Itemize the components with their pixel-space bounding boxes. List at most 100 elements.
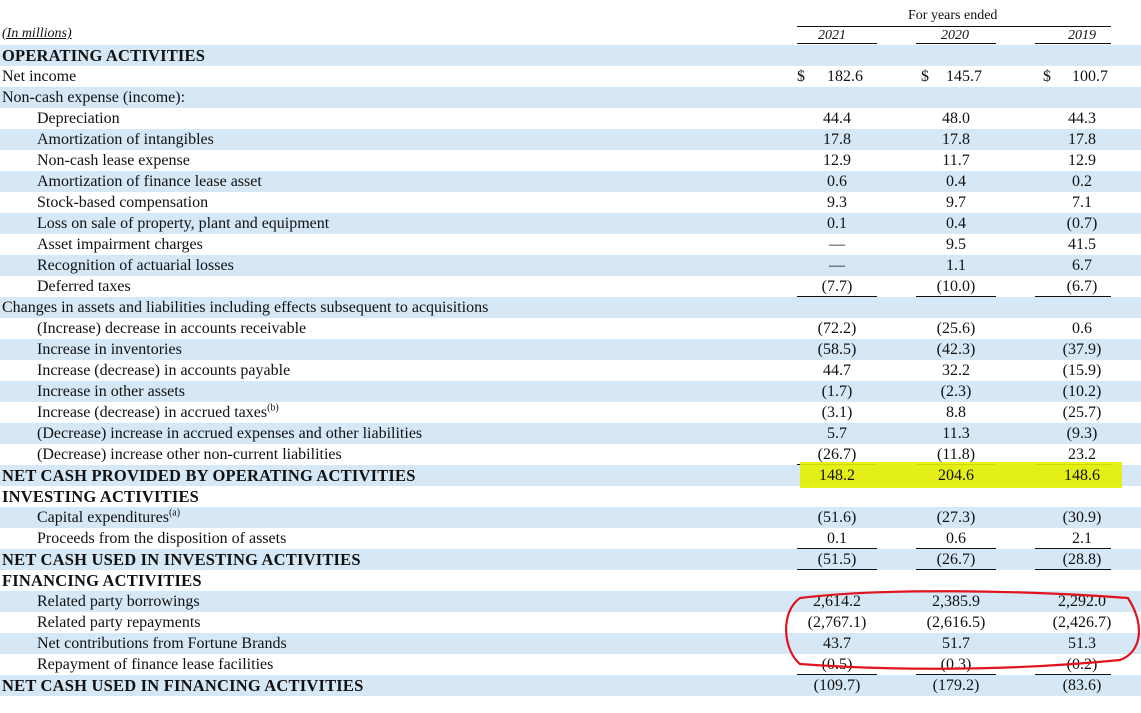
total-rule — [797, 296, 877, 297]
total-rule — [1035, 548, 1111, 549]
total-rule — [916, 296, 996, 297]
value-2019: (0.2) — [1066, 656, 1098, 673]
year-2019-header: 2019 — [1068, 28, 1096, 43]
value-2019: 0.2 — [1072, 173, 1092, 190]
value-2021: — — [829, 236, 845, 253]
year-2020-rule — [916, 43, 996, 44]
value-2020: 145.7 — [946, 68, 982, 85]
value-2019: 2,292.0 — [1058, 593, 1106, 610]
row-label: Loss on sale of property, plant and equi… — [37, 215, 330, 232]
value-2019: 0.6 — [1072, 320, 1092, 337]
value-2020: 204.6 — [938, 467, 974, 484]
statement-row: OPERATING ACTIVITIES — [0, 45, 1141, 66]
row-label: Depreciation — [37, 110, 120, 127]
dollar-sign: $ — [921, 68, 929, 85]
value-2020: (2,616.5) — [926, 614, 986, 631]
value-2020 — [916, 486, 996, 507]
value-2021: 44.7 — [823, 362, 851, 379]
total-rule — [1035, 674, 1111, 675]
row-label: Amortization of finance lease asset — [37, 173, 262, 190]
value-2019: 44.3 — [1068, 110, 1096, 127]
value-2019: (83.6) — [1062, 677, 1102, 694]
value-2021: 0.1 — [827, 215, 847, 232]
value-2020: 1.1 — [946, 257, 966, 274]
value-2019: 6.7 — [1072, 257, 1092, 274]
value-2021: 9.3 — [827, 194, 847, 211]
value-2021: (2,767.1) — [807, 614, 867, 631]
value-2019: 23.2 — [1068, 446, 1096, 463]
value-2021: (26.7) — [817, 446, 857, 463]
value-2019: (28.8) — [1062, 551, 1102, 568]
value-2019 — [1042, 45, 1122, 66]
row-label: (Decrease) increase other non-current li… — [37, 446, 342, 463]
value-2020: (10.0) — [936, 278, 976, 295]
value-2020: 48.0 — [942, 110, 970, 127]
statement-row: Recognition of actuarial losses — 1.1 6.7 — [0, 255, 1141, 276]
row-label: Amortization of intangibles — [37, 131, 214, 148]
value-2020: 8.8 — [946, 404, 966, 421]
value-2021 — [797, 297, 877, 318]
value-2019: 7.1 — [1072, 194, 1092, 211]
row-label: Net contributions from Fortune Brands — [37, 635, 287, 652]
value-2020: (25.6) — [936, 320, 976, 337]
row-label: Repayment of finance lease facilities — [37, 656, 274, 673]
row-label: Related party borrowings — [37, 593, 200, 610]
statement-row: Related party repayments (2,767.1) (2,616.… — [0, 612, 1141, 633]
statement-row: Increase in inventories (58.5) (42.3) (37.9… — [0, 339, 1141, 360]
row-label: NET CASH PROVIDED BY OPERATING ACTIVITIE… — [2, 466, 416, 485]
value-2021: (51.5) — [817, 551, 857, 568]
row-label: Recognition of actuarial losses — [37, 257, 234, 274]
statement-row: Increase in other assets (1.7) (2.3) (10.2) — [0, 381, 1141, 402]
value-2019: 17.8 — [1068, 131, 1096, 148]
total-rule — [916, 674, 996, 675]
statement-row: Amortization of intangibles 17.8 17.8 17.8 — [0, 129, 1141, 150]
value-2019: (2,426.7) — [1052, 614, 1112, 631]
statement-row: Loss on sale of property, plant and equi… — [0, 213, 1141, 234]
value-2021 — [797, 45, 877, 66]
row-label: Related party repayments — [37, 614, 201, 631]
value-2021: 0.1 — [827, 530, 847, 547]
footnote-marker: (b) — [267, 402, 279, 414]
value-2020: 32.2 — [942, 362, 970, 379]
statement-row: (Decrease) increase other non-current li… — [0, 444, 1141, 465]
value-2019: 100.7 — [1072, 68, 1108, 85]
value-2021: (109.7) — [813, 677, 861, 694]
row-label: Increase in inventories — [37, 341, 182, 358]
value-2021: 17.8 — [823, 131, 851, 148]
value-2021: (51.6) — [817, 509, 857, 526]
value-2019: (0.7) — [1066, 215, 1098, 232]
total-rule — [916, 569, 996, 570]
value-2021: (72.2) — [817, 320, 857, 337]
total-rule — [797, 548, 877, 549]
value-2020 — [916, 570, 996, 591]
value-2021: (1.7) — [821, 383, 853, 400]
value-2019: 51.3 — [1068, 635, 1096, 652]
value-2019: (15.9) — [1062, 362, 1102, 379]
statement-row: Proceeds from the disposition of assets 0… — [0, 528, 1141, 549]
row-label: INVESTING ACTIVITIES — [2, 487, 200, 506]
period-caption: For years ended — [908, 8, 998, 23]
row-label: Increase (decrease) in accounts payable — [37, 362, 291, 379]
statement-row: Changes in assets and liabilities includ… — [0, 297, 1141, 318]
value-2019: 148.6 — [1064, 467, 1100, 484]
statement-row: (Decrease) increase in accrued expenses … — [0, 423, 1141, 444]
value-2021: 5.7 — [827, 425, 847, 442]
statement-row: Depreciation 44.4 48.0 44.3 — [0, 108, 1141, 129]
value-2021: 148.2 — [819, 467, 855, 484]
dollar-sign: $ — [1043, 68, 1051, 85]
value-2020 — [916, 45, 996, 66]
statement-row: (Increase) decrease in accounts receivab… — [0, 318, 1141, 339]
row-label: Increase in other assets — [37, 383, 185, 400]
value-2021 — [797, 570, 877, 591]
row-label: Capital expenditures(a) — [37, 507, 181, 526]
value-2021: 12.9 — [823, 152, 851, 169]
value-2019: 41.5 — [1068, 236, 1096, 253]
row-label: Changes in assets and liabilities includ… — [2, 299, 489, 316]
value-2019 — [1042, 486, 1122, 507]
statement-row: NET CASH PROVIDED BY OPERATING ACTIVITIE… — [0, 462, 1141, 488]
value-2019: (25.7) — [1062, 404, 1102, 421]
year-2021-rule — [797, 43, 877, 44]
row-label: Asset impairment charges — [37, 236, 203, 253]
row-label: Stock-based compensation — [37, 194, 209, 211]
row-label: NET CASH USED IN INVESTING ACTIVITIES — [2, 550, 361, 569]
